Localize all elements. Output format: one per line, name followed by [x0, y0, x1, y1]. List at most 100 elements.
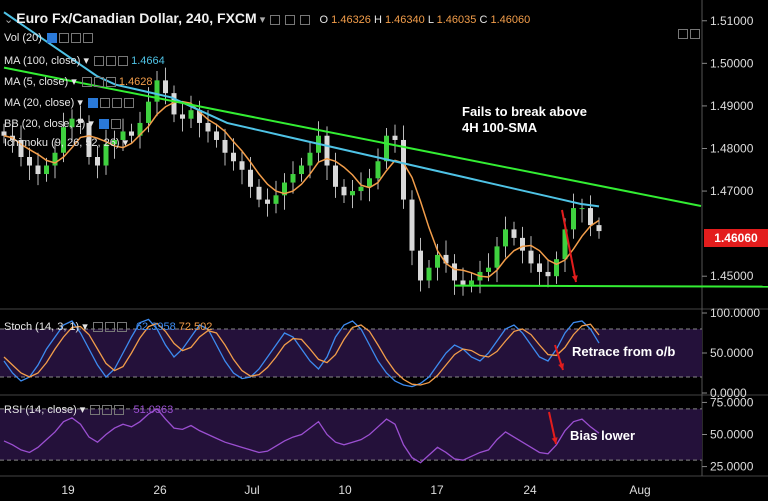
candle-body: [163, 80, 168, 94]
candle-body: [35, 165, 41, 175]
candle-body: [27, 157, 32, 166]
eye-icon[interactable]: [285, 15, 296, 26]
current-price-tag: 1.46060: [704, 229, 768, 247]
candle-body: [299, 165, 304, 175]
indicator-bb[interactable]: BB (20, close, 2) ▾: [4, 117, 121, 130]
main-y-tick: 1.50000: [710, 56, 754, 70]
settings-icon: [81, 77, 92, 88]
candle-body: [324, 135, 330, 166]
close-icon[interactable]: [300, 15, 311, 26]
candle-body: [69, 118, 75, 128]
close-icon: [123, 98, 134, 109]
candle-body: [562, 229, 568, 260]
close-icon: [82, 33, 93, 44]
candle-body: [409, 199, 415, 251]
main-y-tick: 1.48000: [710, 141, 754, 155]
candle-body: [443, 254, 449, 264]
eye-icon: [98, 119, 109, 130]
x-tick-label: Jul: [244, 483, 259, 497]
settings-icon: [110, 119, 121, 130]
candle-body: [494, 246, 500, 268]
candle-body: [129, 131, 134, 136]
stoch-y-tick: 50.0000: [710, 346, 754, 360]
candle-body: [18, 139, 24, 157]
arrow-head: [571, 275, 578, 282]
candle-body: [197, 110, 202, 123]
main-y-tick: 1.47000: [710, 184, 754, 198]
rsi-band: [0, 408, 702, 461]
chevron-icon[interactable]: ⌄: [4, 14, 14, 26]
candle-body: [469, 280, 474, 285]
candle-body: [350, 191, 355, 196]
rsi-y-tick: 75.0000: [710, 395, 754, 409]
settings-icon: [90, 405, 101, 416]
plus-icon: [104, 322, 115, 333]
indicator-ma100[interactable]: MA (100, close) ▾ 1.4664: [4, 55, 165, 67]
stoch-line-0: [3, 318, 600, 388]
plus-icon: [70, 33, 81, 44]
candle-body: [44, 165, 49, 175]
candle-body: [78, 118, 83, 123]
rsi-line: [3, 407, 600, 464]
candle-body: [511, 229, 517, 238]
candle-body: [188, 110, 194, 119]
candle-body: [384, 135, 389, 162]
stoch-legend[interactable]: Stoch (14, 3, 1) ▾ 62.3958 72.502: [4, 321, 213, 333]
trendlines: [3, 66, 768, 288]
stoch-y-tick: 100.0000: [710, 306, 760, 320]
x-tick-label: 26: [153, 483, 167, 497]
candle-body: [239, 161, 245, 170]
candle-body: [231, 152, 236, 162]
candle-body: [171, 93, 177, 115]
candle-body: [256, 186, 262, 200]
arrow-shaft: [561, 209, 577, 283]
candle-body: [588, 208, 593, 226]
close-icon: [690, 29, 700, 40]
candle-body: [120, 131, 126, 140]
candle-body: [554, 259, 559, 277]
dropdown-icon[interactable]: ▾: [259, 14, 266, 26]
settings-icon: [94, 56, 105, 67]
rsi-legend[interactable]: RSI (14, close) ▾ 51.0363: [4, 404, 174, 416]
plus-icon: [106, 56, 117, 67]
candle-body: [333, 165, 338, 187]
candle-body: [52, 152, 58, 166]
candle-body: [418, 250, 423, 281]
ohlc-readout: O 1.46326 H 1.46340 L 1.46035 C 1.46060: [319, 14, 531, 26]
settings-icon[interactable]: [270, 15, 281, 26]
chart-title: Euro Fx/Canadian Dollar, 240, FXCM: [16, 10, 257, 26]
indicator-ma20[interactable]: MA (20, close) ▾: [4, 96, 134, 109]
candle-body: [537, 263, 542, 272]
candle-body: [61, 127, 66, 153]
annotation-stoch: Retrace from o/b: [572, 344, 676, 359]
settings-icon: [99, 98, 110, 109]
candle-body: [452, 263, 457, 281]
candle-body: [154, 80, 160, 102]
candle-body: [435, 254, 440, 268]
candle-body: [273, 195, 279, 204]
indicator-vol[interactable]: Vol (20): [4, 32, 93, 44]
ma100-value: 1.4664: [131, 55, 165, 67]
x-tick-label: 17: [430, 483, 444, 497]
arrows: [548, 209, 578, 445]
candle-body: [248, 169, 253, 187]
indicator-ma5[interactable]: MA (5, close) ▾ 1.4628: [4, 76, 153, 88]
maximize-icon: [678, 29, 688, 40]
candle-body: [214, 131, 219, 140]
x-axis: 19 26 Jul 10 17 24 Aug: [61, 483, 650, 497]
rsi-y-tick: 50.0000: [710, 428, 754, 442]
candle-body: [375, 161, 381, 179]
stoch-k-value: 62.3958: [135, 321, 176, 333]
window-controls[interactable]: [676, 28, 700, 40]
chart-header: ⌄ Euro Fx/Canadian Dollar, 240, FXCM ▾ O…: [4, 10, 530, 26]
rsi-value: 51.0363: [133, 404, 174, 416]
indicator-ichimoku[interactable]: Ichimoku (9, 26, 52, 26) ▾: [4, 137, 129, 149]
candle-body: [596, 225, 602, 232]
candles: [1, 67, 602, 296]
x-tick-label: 19: [61, 483, 75, 497]
plus-icon: [93, 77, 104, 88]
x-tick-label: 10: [338, 483, 352, 497]
candle-body: [571, 208, 576, 230]
candle-body: [205, 122, 211, 132]
candle-body: [222, 139, 228, 153]
